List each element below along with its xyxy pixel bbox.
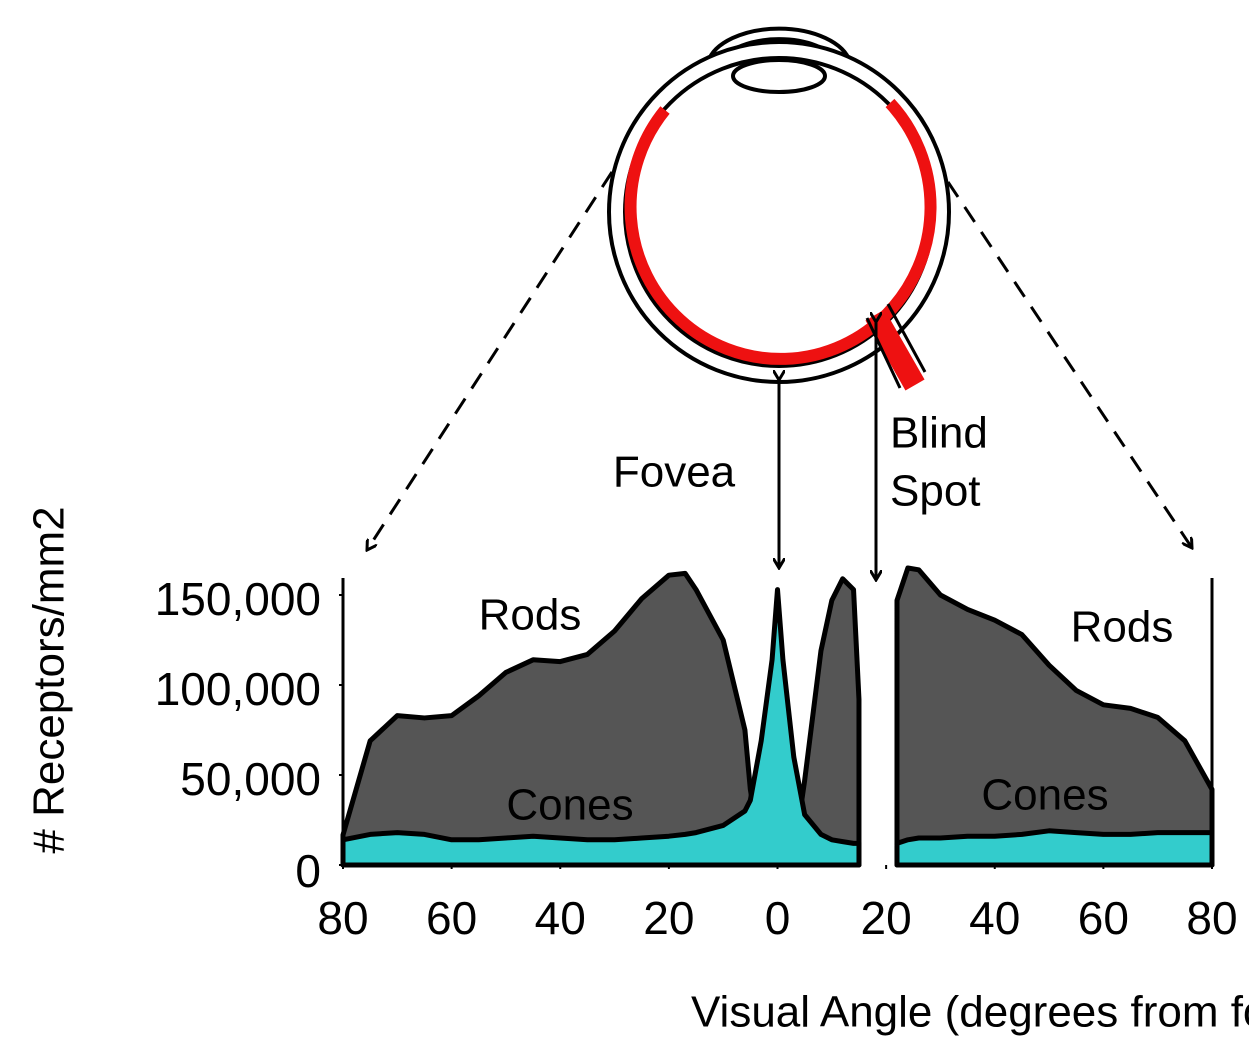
x-tick-label: 60 [1078, 892, 1129, 944]
x-tick-label: 0 [765, 892, 791, 944]
x-axis-label: Visual Angle (degrees from fovea) [691, 988, 1249, 1037]
y-axis-label: # Receptors/mm2 [25, 506, 74, 853]
annotation: Fovea [613, 448, 736, 497]
x-tick-label: 80 [317, 892, 368, 944]
y-tick-label: 150,000 [155, 573, 321, 625]
eye-diagram [367, 26, 1192, 580]
annotation: Rods [479, 591, 582, 640]
area-1 [340, 587, 1215, 868]
x-tick-label: 20 [861, 892, 912, 944]
annotation: Spot [890, 467, 981, 516]
x-tick-label: 20 [643, 892, 694, 944]
annotation: Cones [506, 781, 633, 830]
y-tick-label: 100,000 [155, 663, 321, 715]
annotation: Rods [1071, 603, 1174, 652]
x-tick-label: 40 [535, 892, 586, 944]
annotation: Cones [981, 771, 1108, 820]
x-tick-label: 40 [969, 892, 1020, 944]
x-tick-label: 80 [1186, 892, 1237, 944]
y-tick-label: 50,000 [180, 753, 321, 805]
area-0 [340, 565, 1215, 868]
annotation: Blind [890, 409, 988, 458]
x-tick-label: 60 [426, 892, 477, 944]
y-tick-label: 0 [295, 845, 321, 897]
